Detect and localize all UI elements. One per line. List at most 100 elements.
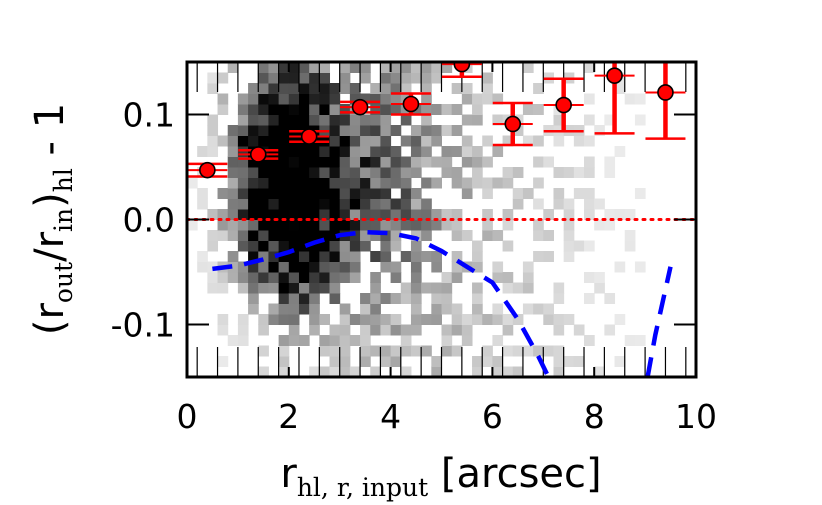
density-cell — [360, 198, 371, 210]
density-cell — [614, 356, 626, 367]
density-cell — [329, 198, 341, 210]
density-cell — [451, 146, 463, 157]
density-cell — [380, 62, 392, 73]
density-cell — [553, 282, 565, 294]
density-cell — [227, 219, 239, 231]
density-cell — [533, 135, 544, 147]
density-cell — [604, 209, 616, 220]
density-cell — [298, 72, 310, 84]
density-cell — [400, 156, 412, 168]
density-cell — [543, 314, 554, 325]
density-cell — [451, 177, 463, 189]
density-cell — [217, 104, 229, 115]
density-cell — [268, 83, 280, 94]
density-cell — [237, 93, 249, 105]
density-cell — [421, 146, 432, 157]
density-cell — [400, 219, 412, 231]
density-cell — [288, 251, 300, 262]
density-cell — [258, 167, 269, 178]
density-cell — [390, 345, 402, 357]
density-cell — [441, 62, 453, 73]
density-cell — [461, 230, 473, 241]
density-cell — [237, 146, 249, 157]
density-cell — [380, 230, 392, 241]
density-cell — [339, 198, 351, 210]
density-cell — [237, 104, 249, 115]
density-cell — [431, 293, 442, 304]
density-cell — [309, 209, 320, 220]
density-cell — [604, 219, 616, 231]
density-cell — [441, 209, 453, 220]
density-cell — [370, 219, 381, 231]
density-cell — [258, 125, 269, 136]
data-point — [351, 98, 369, 116]
density-cell — [288, 62, 300, 73]
density-cell — [522, 135, 534, 147]
density-cell — [227, 261, 239, 273]
density-cell — [360, 356, 371, 367]
density-cell — [533, 230, 544, 241]
density-cell — [268, 240, 280, 252]
density-cell — [380, 314, 392, 325]
density-cell — [360, 156, 371, 168]
density-cell — [461, 156, 473, 168]
density-cell — [380, 167, 392, 178]
density-cell — [441, 345, 453, 357]
density-cell — [410, 345, 422, 357]
density-cell — [390, 314, 402, 325]
density-cell — [472, 146, 483, 157]
density-cell — [309, 230, 320, 241]
density-cell — [319, 198, 331, 210]
density-cell — [339, 167, 351, 178]
density-cell — [584, 62, 595, 73]
density-cell — [482, 356, 493, 367]
density-cell — [522, 261, 534, 273]
density-cell — [319, 230, 331, 241]
density-cell — [268, 93, 280, 105]
density-cell — [298, 198, 310, 210]
density-cell — [553, 366, 565, 377]
density-cell — [472, 177, 483, 189]
density-cell — [380, 135, 392, 147]
density-cell — [400, 167, 412, 178]
density-cell — [217, 72, 229, 84]
density-cell — [553, 345, 565, 357]
density-cell — [502, 167, 514, 178]
density-cell — [339, 83, 351, 94]
density-cell — [319, 93, 331, 105]
density-cell — [197, 251, 208, 262]
density-cell — [584, 209, 595, 220]
density-cell — [492, 335, 504, 346]
density-cell — [339, 135, 351, 147]
density-cell — [634, 335, 646, 346]
density-cell — [237, 188, 249, 199]
density-cell — [410, 156, 422, 168]
density-cell — [278, 177, 290, 189]
density-cell — [390, 272, 402, 283]
density-cell — [451, 209, 463, 220]
density-cell — [624, 335, 636, 346]
density-cell — [248, 83, 259, 94]
density-cell — [258, 104, 269, 115]
density-cell — [604, 156, 616, 168]
density-cell — [512, 345, 524, 357]
density-cell — [512, 188, 524, 199]
density-cell — [237, 114, 249, 126]
density-cell — [533, 219, 544, 231]
density-cell — [614, 314, 626, 325]
density-cell — [278, 83, 290, 94]
density-cell — [288, 335, 300, 346]
density-cell — [390, 125, 402, 136]
density-cell — [217, 314, 229, 325]
density-cell — [482, 188, 493, 199]
density-cell — [573, 324, 585, 336]
density-cell — [441, 324, 453, 336]
density-cell — [370, 125, 381, 136]
y-axis-label-open: (r — [27, 303, 73, 336]
density-cell — [207, 125, 219, 136]
density-cell — [298, 261, 310, 273]
density-cell — [187, 177, 198, 189]
density-cell — [268, 219, 280, 231]
density-cell — [278, 293, 290, 304]
density-cell — [614, 261, 626, 273]
